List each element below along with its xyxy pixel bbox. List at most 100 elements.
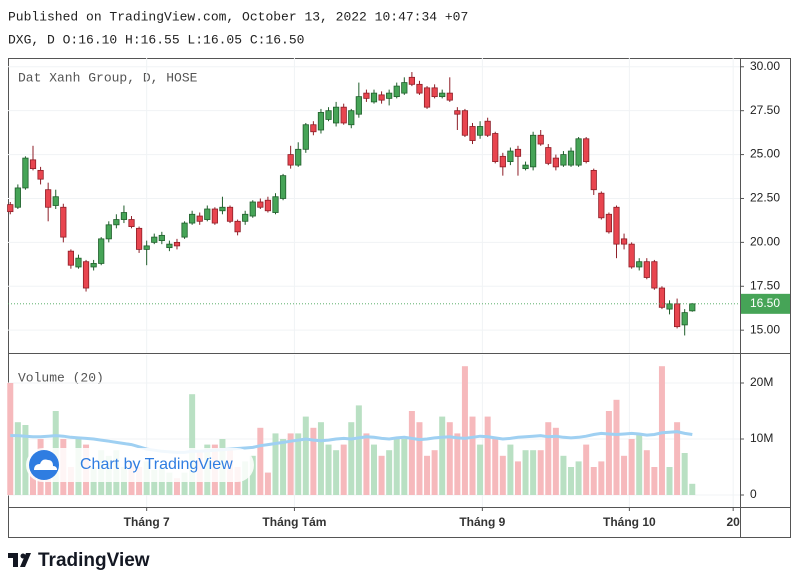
- volume-bar: [393, 439, 400, 495]
- volume-bar: [295, 433, 302, 495]
- volume-ma-line: [10, 430, 693, 454]
- y-tick-label: 0: [750, 487, 757, 501]
- candle-body: [643, 261, 650, 278]
- candle-body: [67, 250, 74, 266]
- candle-body: [461, 110, 469, 136]
- volume-bar: [552, 427, 559, 495]
- candle-body: [348, 110, 355, 126]
- volume-bar: [333, 450, 340, 495]
- volume-bar: [583, 444, 590, 495]
- volume-bar: [439, 416, 446, 495]
- candle-body: [492, 133, 499, 163]
- volume-bar: [651, 467, 658, 495]
- volume-bar: [287, 433, 294, 495]
- watermark: Chart by TradingView: [26, 448, 254, 482]
- candle-body: [355, 96, 362, 115]
- candle-body: [575, 138, 582, 166]
- x-tick-label: Tháng 10: [603, 515, 656, 529]
- candle-body: [583, 138, 590, 163]
- volume-bar: [166, 472, 173, 495]
- volume-bar: [674, 422, 681, 495]
- volume-bar: [545, 422, 552, 495]
- x-tick-label: 20: [727, 515, 741, 529]
- candle-body: [249, 201, 256, 217]
- candle-body: [590, 169, 597, 191]
- volume-bar: [348, 422, 355, 495]
- candle-body: [14, 187, 21, 208]
- candle-body: [234, 220, 241, 233]
- candle-body: [552, 157, 559, 168]
- candle-body: [370, 92, 378, 103]
- candle-body: [446, 92, 453, 101]
- candle-body: [219, 206, 226, 212]
- volume-bar: [492, 439, 499, 495]
- candle-body: [476, 126, 484, 136]
- volume-bar: [189, 394, 196, 495]
- volume-bar: [446, 422, 453, 495]
- volume-bar: [658, 366, 665, 495]
- candle-body: [530, 134, 537, 168]
- candle-body: [408, 76, 415, 85]
- volume-bar: [280, 439, 287, 495]
- candle-body: [393, 85, 400, 98]
- candle-body: [689, 303, 696, 312]
- volume-bar: [469, 416, 476, 495]
- candle-body: [302, 124, 309, 150]
- volume-bar: [363, 433, 370, 495]
- candle-body: [7, 204, 14, 213]
- y-tick-label: 25.00: [750, 147, 780, 161]
- watermark-bg: [26, 448, 254, 482]
- candle-body: [189, 213, 196, 224]
- volume-bar: [14, 422, 21, 495]
- volume-bar: [264, 472, 271, 495]
- volume-bar: [681, 453, 688, 495]
- x-tick-label: Tháng 7: [124, 515, 170, 529]
- volume-bar: [643, 450, 650, 495]
- volume-bar: [310, 427, 317, 495]
- candle-body: [454, 110, 461, 115]
- candle-body: [636, 261, 643, 268]
- candle-body: [257, 201, 264, 208]
- volume-bar: [484, 416, 491, 495]
- volume-bar: [340, 444, 347, 495]
- volume-bar: [590, 467, 597, 495]
- y-tick-label: 30.00: [750, 59, 780, 73]
- candle-body: [507, 150, 514, 163]
- volume-bar: [605, 411, 612, 495]
- volume-bar: [317, 422, 324, 495]
- volume-bar: [621, 455, 628, 495]
- candle-body: [416, 83, 423, 94]
- volume-bar: [355, 405, 362, 495]
- volume-bar: [689, 483, 696, 495]
- candle-body: [537, 134, 544, 145]
- volume-bar: [401, 439, 408, 495]
- candle-body: [469, 126, 476, 141]
- candle-body: [287, 154, 294, 166]
- candle-body: [658, 287, 666, 308]
- y-tick-label: 20.00: [750, 235, 780, 249]
- candle-body: [105, 224, 112, 240]
- volume-bar: [499, 455, 506, 495]
- volume-bar: [22, 425, 29, 495]
- candle-body: [431, 87, 438, 98]
- candle-body: [514, 148, 522, 157]
- volume-bar: [386, 450, 393, 495]
- logo-mark: [8, 553, 31, 567]
- candle-body: [128, 219, 135, 227]
- volume-bar: [302, 416, 309, 495]
- candle-body: [598, 192, 605, 219]
- y-tick-label: 20M: [750, 375, 773, 389]
- candle-body: [666, 303, 673, 310]
- cloud: [34, 459, 57, 470]
- candle-body: [378, 94, 385, 101]
- volume-bar: [249, 455, 256, 495]
- candle-body: [363, 92, 370, 99]
- candle-body: [310, 124, 317, 133]
- footer-text: TradingView: [38, 550, 150, 571]
- candle-body: [651, 261, 658, 289]
- candle-body: [226, 206, 234, 222]
- y-tick-label: 15.00: [750, 322, 780, 336]
- volume-bar: [272, 433, 279, 495]
- chart-frame: [8, 58, 791, 538]
